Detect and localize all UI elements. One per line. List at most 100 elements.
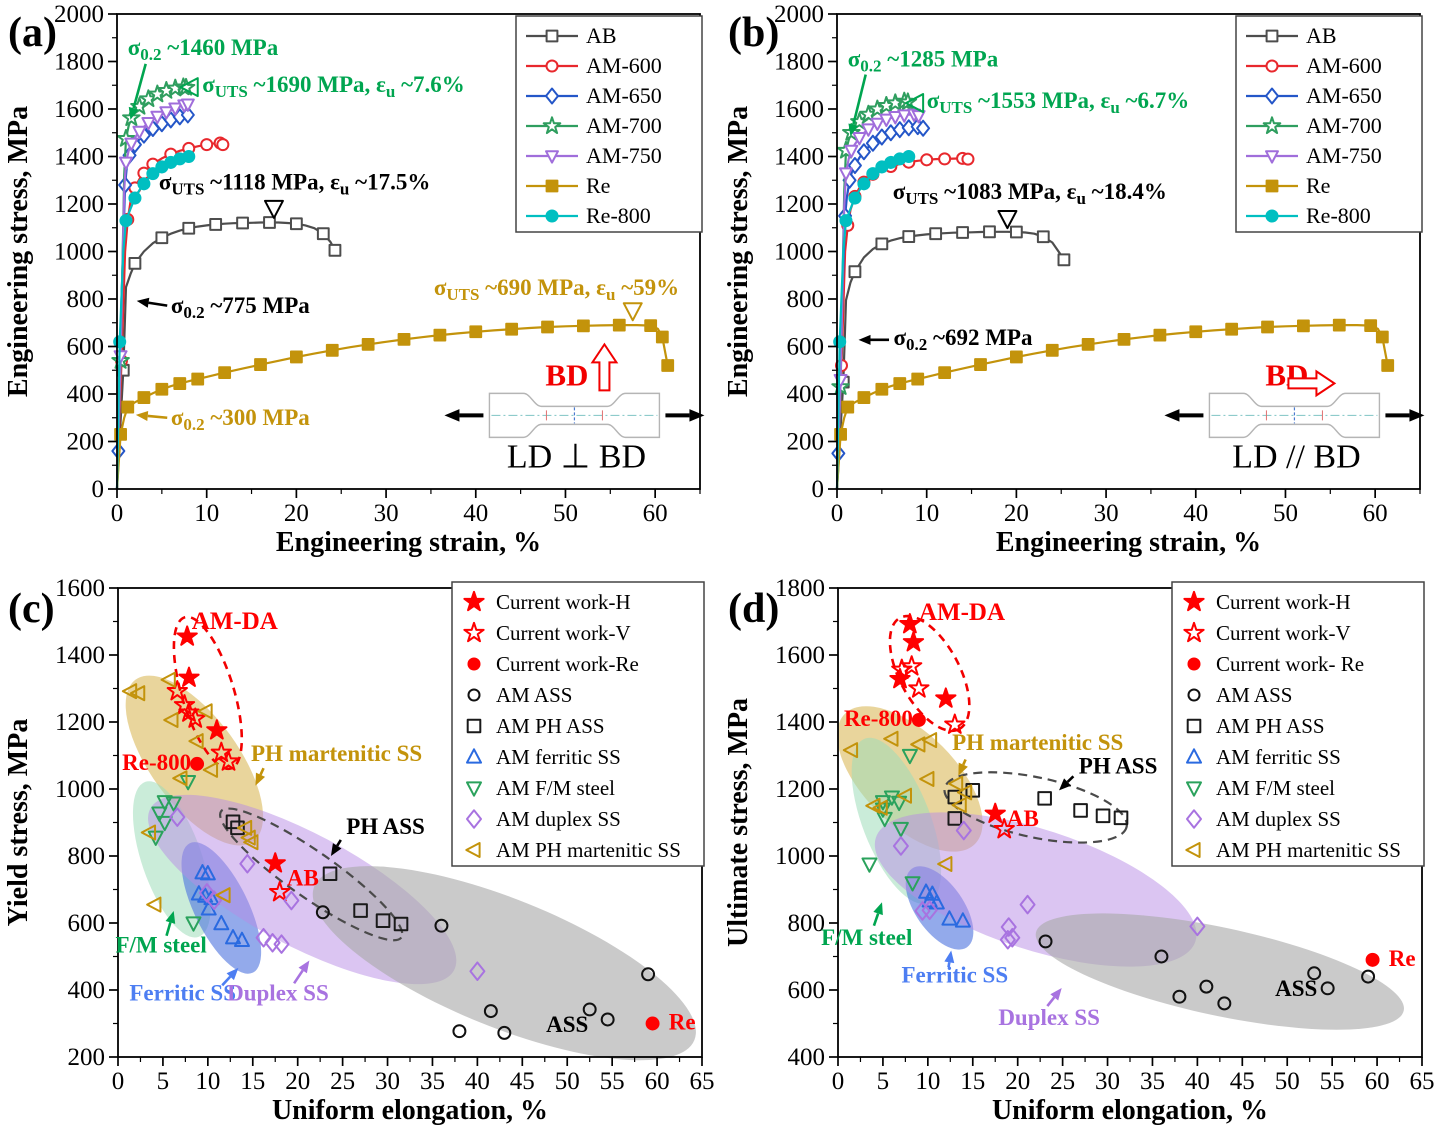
svg-text:800: 800 <box>787 286 825 313</box>
svg-text:50: 50 <box>1273 500 1298 527</box>
annotation-arrows <box>872 758 1075 1007</box>
svg-text:AM-600: AM-600 <box>1306 53 1382 78</box>
label-re: Re <box>1389 946 1416 971</box>
svg-text:Current work- Re: Current work- Re <box>1216 652 1364 676</box>
panel-letter: (b) <box>728 10 779 56</box>
svg-text:1000: 1000 <box>775 843 825 870</box>
label-ab: AB <box>1007 806 1039 831</box>
scatter-current-work-v <box>891 655 1015 839</box>
svg-text:1000: 1000 <box>774 239 824 266</box>
svg-text:600: 600 <box>68 910 106 937</box>
annotation-arrows <box>128 63 168 421</box>
svg-text:1800: 1800 <box>54 49 104 76</box>
legend: Current work-H Current work-V Current work… <box>451 581 705 867</box>
y-axis-title: Yield stress, MPa <box>3 719 34 927</box>
group-ellipse-4 <box>312 866 696 1061</box>
svg-text:15: 15 <box>240 1068 265 1095</box>
panel-a-engineering-stress-strain-ld-perp-bd: 0 10 20 30 40 50 60020040060080010001200140016… <box>0 0 720 560</box>
scatter-current-work--re <box>911 713 1380 967</box>
scatter-am-ph-ass <box>225 814 409 932</box>
svg-text:AM-750: AM-750 <box>1306 143 1382 168</box>
svg-text:1400: 1400 <box>55 642 105 669</box>
svg-text:AM duplex SS: AM duplex SS <box>1216 807 1341 831</box>
group-ellipse-4 <box>1035 913 1404 1030</box>
svg-text:AM PH ASS: AM PH ASS <box>1216 714 1325 738</box>
svg-text:σUTS ~1083 MPa, εu ~18.4%: σUTS ~1083 MPa, εu ~18.4% <box>893 179 1167 208</box>
label-re-800: Re-800 <box>122 750 191 775</box>
panel-letter: (a) <box>8 10 57 56</box>
series-AM-750 <box>113 98 195 490</box>
legend: AB AM-600 AM-650 AM-700 AM-750 Re Re-800 <box>515 15 703 233</box>
svg-text:AM ferritic SS: AM ferritic SS <box>496 745 621 769</box>
svg-text:25: 25 <box>330 1068 355 1095</box>
loading-direction-label: LD ⊥ BD <box>507 438 646 475</box>
svg-text:1200: 1200 <box>774 191 824 218</box>
svg-text:60: 60 <box>645 1068 670 1095</box>
svg-text:1000: 1000 <box>54 239 104 266</box>
label-ph-ass: PH ASS <box>1079 754 1158 779</box>
label-ph-ass: PH ASS <box>346 814 425 839</box>
series-AM-750 <box>833 108 926 490</box>
svg-text:65: 65 <box>1410 1068 1435 1095</box>
svg-text:10: 10 <box>914 500 939 527</box>
svg-text:AM-750: AM-750 <box>586 143 662 168</box>
svg-text:45: 45 <box>1230 1068 1255 1095</box>
svg-text:50: 50 <box>555 1068 580 1095</box>
svg-text:σ0.2 ~1460 MPa: σ0.2 ~1460 MPa <box>128 35 279 64</box>
svg-text:σUTS ~1690 MPa, εu ~7.6%: σUTS ~1690 MPa, εu ~7.6% <box>202 72 465 101</box>
svg-text:1400: 1400 <box>775 709 825 736</box>
svg-text:600: 600 <box>67 334 105 361</box>
annotation-arrows <box>165 767 342 987</box>
svg-text:AM PH ASS: AM PH ASS <box>496 714 605 738</box>
scatter-current-work-v <box>166 680 291 902</box>
svg-text:45: 45 <box>510 1068 535 1095</box>
x-axis-title: Engineering strain, % <box>996 527 1261 558</box>
group-ellipse-6 <box>943 771 1128 844</box>
annotations: σ0.2 ~1460 MPa σUTS ~1690 MPa, εu ~7.6% σU… <box>128 35 679 434</box>
svg-text:40: 40 <box>1183 500 1208 527</box>
svg-text:σ0.2 ~300 MPa: σ0.2 ~300 MPa <box>171 405 310 434</box>
svg-text:15: 15 <box>960 1068 985 1095</box>
series-Re-800 <box>113 149 196 490</box>
svg-text:AM-650: AM-650 <box>1306 83 1382 108</box>
svg-text:1600: 1600 <box>775 642 825 669</box>
svg-text:20: 20 <box>1004 500 1029 527</box>
label-ferritic-ss: Ferritic SS <box>901 963 1008 988</box>
panel-d-ultimate-stress-vs-elongation: 0 5 10 15 20 25 30 35 40 45 50 55 60 65 400 600 800 1000 1… <box>720 560 1440 1135</box>
svg-text:60: 60 <box>1365 1068 1390 1095</box>
panel-letter: (c) <box>8 586 55 632</box>
label-ass: ASS <box>1275 976 1317 1001</box>
svg-text:AM-700: AM-700 <box>1306 113 1382 138</box>
x-axis-title: Engineering strain, % <box>276 527 541 558</box>
svg-text:Re-800: Re-800 <box>1306 203 1371 228</box>
series-Re-800 <box>833 149 916 490</box>
legend: AB AM-600 AM-650 AM-700 AM-750 Re Re-800 <box>1235 15 1423 233</box>
svg-text:20: 20 <box>285 1068 310 1095</box>
svg-text:1200: 1200 <box>54 191 104 218</box>
specimen-schematic: BD LD ⊥ BD <box>444 342 705 475</box>
svg-text:AB: AB <box>1306 23 1337 48</box>
plot-area <box>121 615 696 1061</box>
svg-text:Current work-V: Current work-V <box>496 621 631 645</box>
svg-text:Current work-H: Current work-H <box>1216 590 1351 614</box>
svg-text:60: 60 <box>1363 500 1388 527</box>
scatter-am-ass <box>1038 934 1376 1011</box>
svg-text:35: 35 <box>420 1068 445 1095</box>
svg-text:5: 5 <box>877 1068 890 1095</box>
svg-text:50: 50 <box>553 500 578 527</box>
svg-text:1400: 1400 <box>774 144 824 171</box>
loading-direction-label: LD // BD <box>1232 438 1360 475</box>
bd-right-arrow-icon <box>1287 369 1337 398</box>
svg-text:400: 400 <box>788 1044 826 1071</box>
svg-text:Current work-Re: Current work-Re <box>496 652 639 676</box>
plot-area <box>111 77 675 490</box>
panel-letter: (d) <box>728 586 779 632</box>
svg-text:600: 600 <box>787 334 825 361</box>
legend: Current work-H Current work-V Current work… <box>1171 581 1425 867</box>
label-re-800: Re-800 <box>844 706 913 731</box>
scatter-am-ferritic-ss <box>918 883 971 928</box>
svg-text:AM-600: AM-600 <box>586 53 662 78</box>
label-duplex-ss: Duplex SS <box>227 980 329 1005</box>
svg-text:800: 800 <box>68 843 106 870</box>
